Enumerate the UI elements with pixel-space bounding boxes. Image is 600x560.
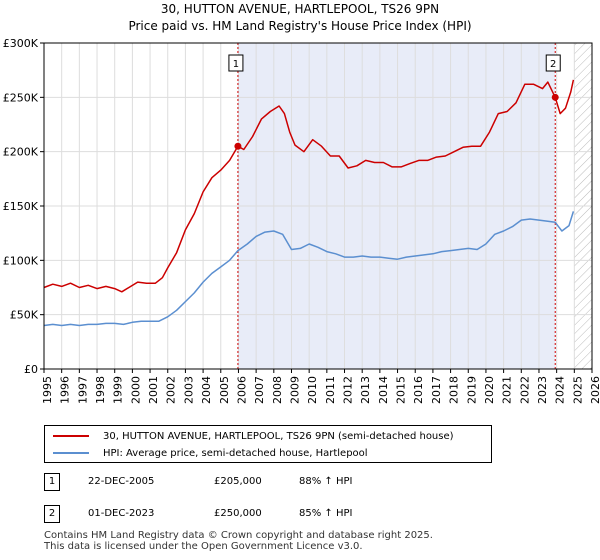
x-tick-label: 2008 <box>271 376 284 404</box>
transaction-date: 01-DEC-2023 <box>88 508 155 519</box>
footer: Contains HM Land Registry data © Crown c… <box>44 530 433 552</box>
x-tick-label: 2000 <box>129 376 142 404</box>
x-tick-label: 2014 <box>377 376 390 404</box>
y-tick-label: £150K <box>3 200 39 213</box>
x-tick-label: 2024 <box>554 376 567 404</box>
transaction-number: 1 <box>44 473 60 491</box>
x-tick-label: 2015 <box>395 376 408 404</box>
x-tick-label: 2006 <box>235 376 248 404</box>
x-tick-label: 2009 <box>288 376 301 404</box>
legend-label-property: 30, HUTTON AVENUE, HARTLEPOOL, TS26 9PN … <box>103 430 454 442</box>
x-tick-label: 2025 <box>571 376 584 404</box>
sale-marker-box-2 <box>545 54 561 72</box>
x-tick-label: 2007 <box>253 376 266 404</box>
sale-marker-box-1 <box>228 54 244 72</box>
x-tick-label: 1997 <box>76 376 89 404</box>
x-tick-label: 2010 <box>306 376 319 404</box>
legend-item-hpi: HPI: Average price, semi-detached house,… <box>53 445 368 461</box>
y-tick-label: £50K <box>10 309 39 322</box>
x-tick-label: 2005 <box>218 376 231 404</box>
chart-title: 30, HUTTON AVENUE, HARTLEPOOL, TS26 9PN <box>160 2 440 16</box>
transaction-price: £205,000 <box>214 476 262 487</box>
x-tick-label: 2012 <box>342 376 355 404</box>
legend-swatch-hpi <box>53 452 89 454</box>
y-tick-label: £0 <box>24 363 38 376</box>
x-tick-label: 2018 <box>448 376 461 404</box>
plot-frame <box>43 42 593 370</box>
x-tick-label: 2020 <box>483 376 496 404</box>
legend-swatch-property <box>53 435 89 437</box>
sale-marker-label-1: 1 <box>233 59 239 70</box>
x-tick-label: 2016 <box>412 376 425 404</box>
sale-point-2 <box>551 93 559 101</box>
x-tick-label: 2019 <box>465 376 478 404</box>
legend-label-hpi: HPI: Average price, semi-detached house,… <box>103 447 368 459</box>
hpi-line <box>43 211 575 327</box>
legend-item-property: 30, HUTTON AVENUE, HARTLEPOOL, TS26 9PN … <box>53 428 454 444</box>
x-tick-label: 2003 <box>182 376 195 404</box>
y-tick-label: £300K <box>3 37 39 50</box>
x-tick-label: 1999 <box>112 376 125 404</box>
x-tick-label: 1998 <box>94 376 107 404</box>
x-tick-label: 2001 <box>147 376 160 404</box>
x-tick-label: 2013 <box>359 376 372 404</box>
x-tick-label: 2011 <box>324 376 337 404</box>
footer-line-2: This data is licensed under the Open Gov… <box>44 541 363 552</box>
y-tick-label: £100K <box>3 254 39 267</box>
x-tick-label: 2017 <box>430 376 443 404</box>
x-tick-label: 1995 <box>41 376 54 404</box>
x-tick-label: 2004 <box>200 376 213 404</box>
legend: 30, HUTTON AVENUE, HARTLEPOOL, TS26 9PN … <box>44 425 492 463</box>
x-tick-label: 2002 <box>165 376 178 404</box>
sale-point-1 <box>234 142 242 150</box>
x-tick-label: 2023 <box>536 376 549 404</box>
x-tick-label: 2026 <box>589 376 600 404</box>
sale-marker-label-2: 2 <box>550 59 556 70</box>
x-tick-label: 2022 <box>518 376 531 404</box>
x-tick-label: 2021 <box>501 376 514 404</box>
y-tick-label: £250K <box>3 91 39 104</box>
footer-line-1: Contains HM Land Registry data © Crown c… <box>44 530 433 541</box>
transaction-price: £250,000 <box>214 508 262 519</box>
y-tick-label: £200K <box>3 146 39 159</box>
transaction-hpi: 85% ↑ HPI <box>299 508 353 519</box>
chart-subtitle: Price paid vs. HM Land Registry's House … <box>128 19 472 33</box>
x-tick-label: 1996 <box>59 376 72 404</box>
transaction-hpi: 88% ↑ HPI <box>299 476 353 487</box>
price-chart: 1 2 1995 1996 1997 1998 1999 2000 2001 2002 2003 2… <box>3 37 600 404</box>
transaction-number: 2 <box>44 505 60 523</box>
transaction-date: 22-DEC-2005 <box>88 476 155 487</box>
property-price-line <box>43 79 575 293</box>
